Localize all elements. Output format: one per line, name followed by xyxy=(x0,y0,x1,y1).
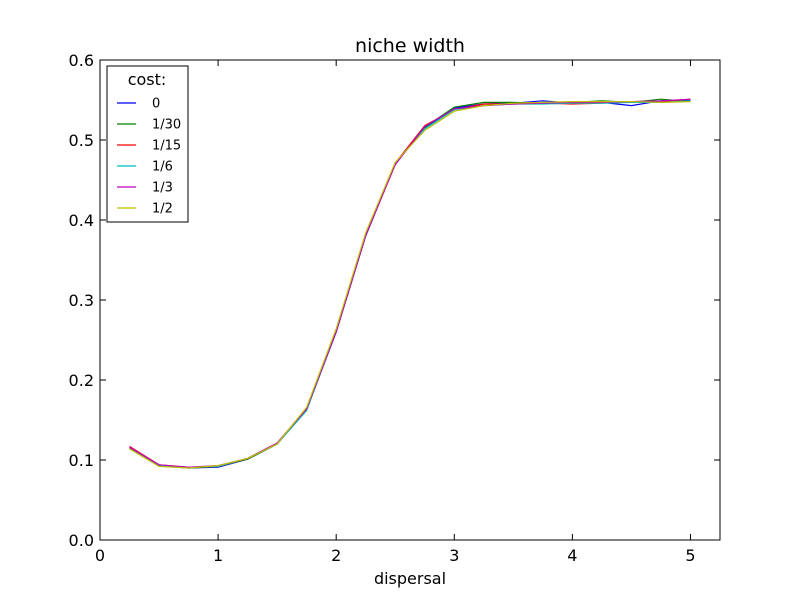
legend: cost: 0 1/30 1/15 1/6 1/3 1/2 xyxy=(106,65,189,223)
ticks-layer: 0 1 2 3 4 5 0.0 0.1 0.2 0.3 0.4 0.5 0.6 xyxy=(69,51,720,565)
x-tick-label: 5 xyxy=(685,546,695,565)
series-line-1-2 xyxy=(129,100,691,469)
plot-frame xyxy=(99,59,721,541)
x-tick-label: 4 xyxy=(567,546,577,565)
legend-label: 1/15 xyxy=(152,139,181,154)
series-line-1-6 xyxy=(129,100,691,468)
chart-title: niche width xyxy=(355,35,465,57)
series-line-0 xyxy=(129,99,691,469)
y-tick-label: 0.4 xyxy=(69,211,94,230)
x-tick-label: 0 xyxy=(95,546,105,565)
x-axis-label: dispersal xyxy=(374,569,446,588)
legend-label: 1/6 xyxy=(152,160,173,175)
series-line-1-3 xyxy=(129,98,691,468)
legend-label: 1/30 xyxy=(152,118,181,133)
x-tick-label: 2 xyxy=(331,546,341,565)
y-tick-label: 0.6 xyxy=(69,51,94,70)
x-tick-label: 1 xyxy=(213,546,223,565)
legend-box xyxy=(106,65,189,223)
y-tick-label: 0.1 xyxy=(69,451,94,470)
y-tick-label: 0.3 xyxy=(69,291,94,310)
series-line-1-15 xyxy=(129,98,691,468)
legend-entries: 0 1/30 1/15 1/6 1/3 1/2 xyxy=(117,97,181,217)
legend-label: 1/3 xyxy=(152,181,173,196)
series-line-1-30 xyxy=(129,98,691,469)
y-tick-label: 0.0 xyxy=(69,531,94,550)
y-tick-label: 0.2 xyxy=(69,371,94,390)
series-lines xyxy=(129,98,691,469)
legend-label: 1/2 xyxy=(152,202,173,217)
x-tick-label: 3 xyxy=(449,546,459,565)
legend-title: cost: xyxy=(128,70,167,89)
y-tick-label: 0.5 xyxy=(69,131,94,150)
legend-label: 0 xyxy=(152,97,160,112)
